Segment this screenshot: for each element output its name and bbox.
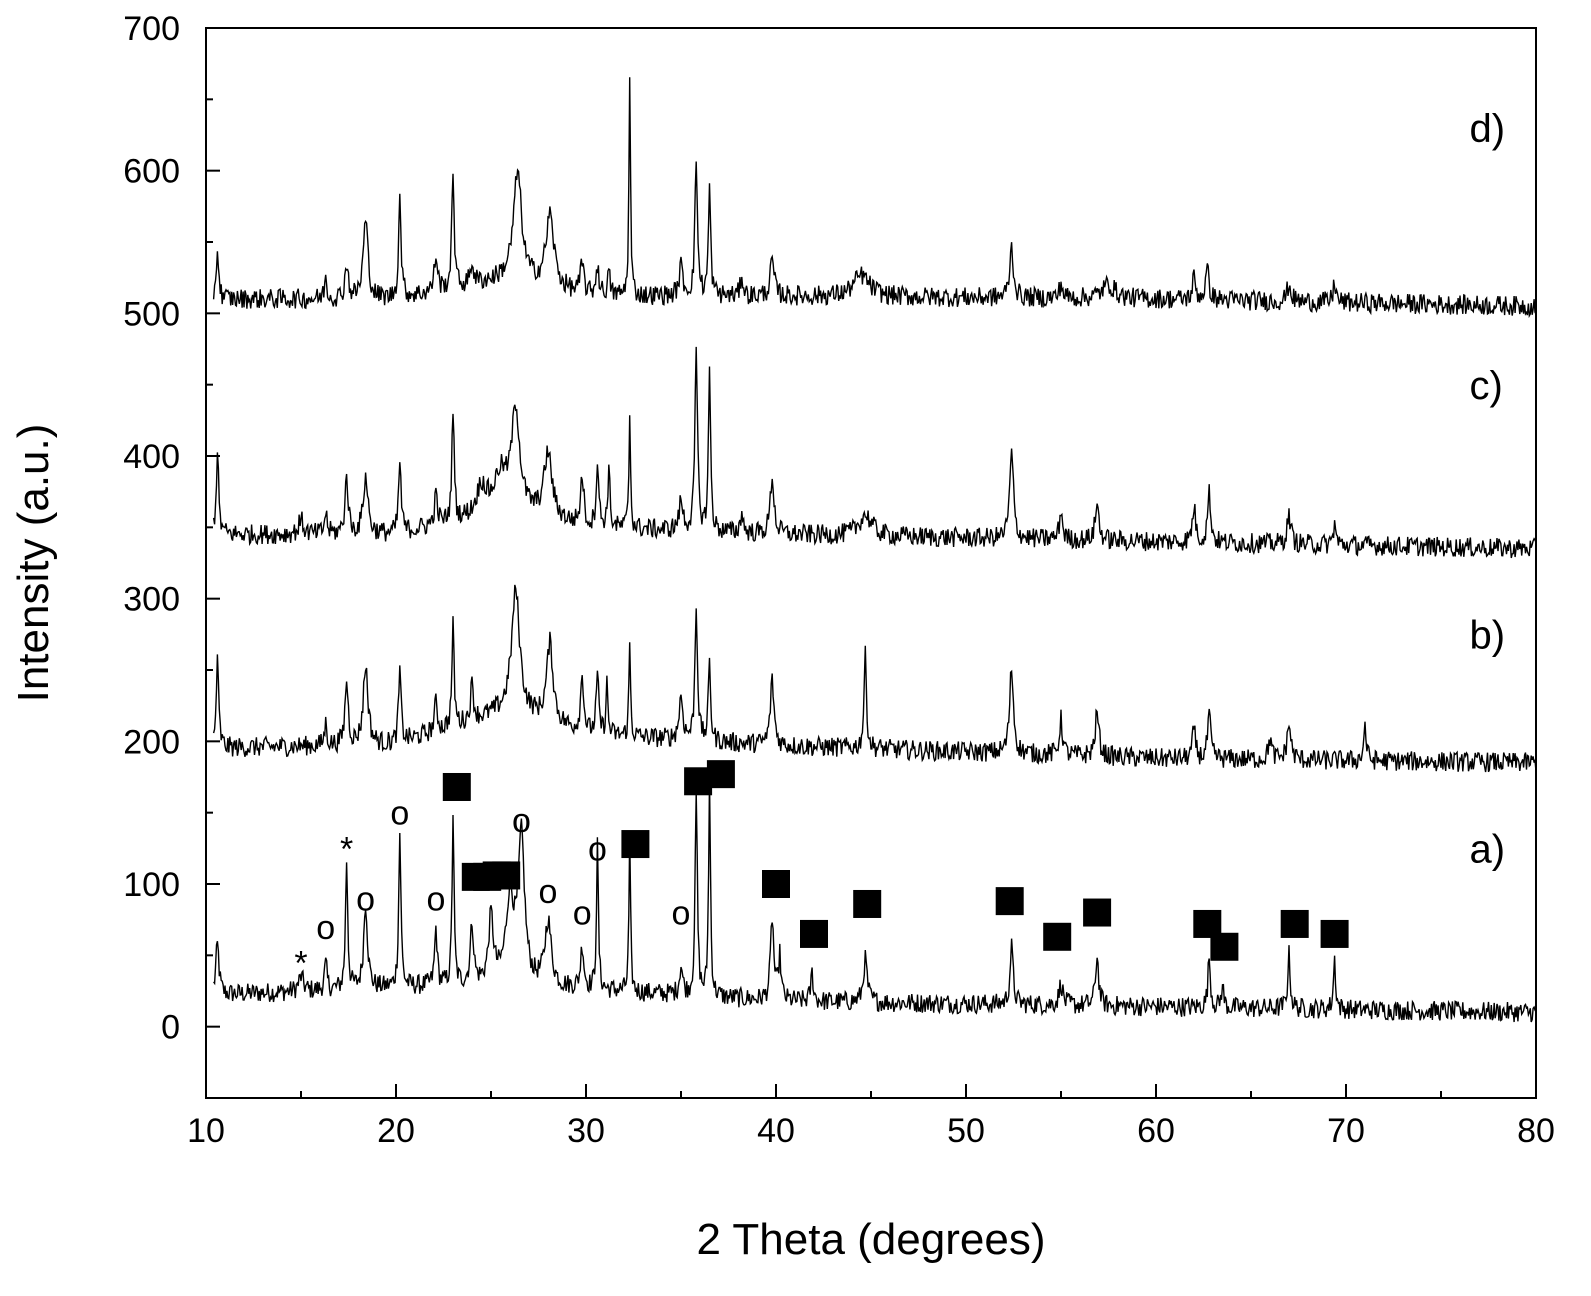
phase-square-marker [853, 889, 882, 918]
x-tick-label: 20 [377, 1112, 415, 1150]
phase-square-marker [706, 760, 735, 789]
phase-circle-marker: o [539, 873, 558, 911]
y-axis: 0 100 200 300 400 500 600 700 [123, 10, 220, 1099]
phase-square-marker [1280, 909, 1309, 938]
phase-circle-marker: o [426, 880, 445, 918]
y-tick-label: 600 [123, 153, 180, 191]
x-tick-label: 40 [757, 1112, 795, 1150]
y-tick-label: 0 [161, 1009, 180, 1047]
series-labels: d) c) b) a) [1470, 107, 1506, 871]
x-tick-label: 80 [1517, 1112, 1555, 1150]
phase-square-marker [1210, 932, 1239, 961]
y-tick-label: 100 [123, 866, 180, 904]
x-tick-label: 30 [567, 1112, 605, 1150]
trace-b [212, 584, 1537, 773]
x-axis: 10 20 30 40 50 60 70 80 [187, 1084, 1555, 1150]
phase-square-marker [1320, 919, 1349, 948]
x-tick-label: 60 [1137, 1112, 1175, 1150]
series-label: a) [1470, 828, 1506, 872]
y-tick-label: 400 [123, 438, 180, 476]
phase-square-marker [800, 919, 828, 948]
trace-a [213, 777, 1537, 1023]
y-tick-label: 700 [123, 10, 180, 48]
phase-square-marker [1043, 922, 1072, 951]
y-tick-label: 500 [123, 295, 180, 333]
phase-square-marker [1083, 898, 1112, 927]
phase-circle-marker: o [512, 802, 531, 840]
phase-square-marker [995, 887, 1024, 916]
phase-circle-marker: o [390, 795, 409, 833]
phase-circle-marker: o [316, 909, 335, 947]
y-axis-title: Intensity (a.u.) [9, 424, 58, 703]
trace-d [212, 77, 1537, 319]
series-label: c) [1470, 364, 1503, 408]
x-axis-title: 2 Theta (degrees) [697, 1215, 1046, 1264]
phase-circle-marker: o [356, 880, 375, 918]
series-label: d) [1470, 107, 1506, 151]
y-tick-label: 200 [123, 723, 180, 761]
series-label: b) [1470, 614, 1506, 658]
phase-asterisk-marker: * [294, 944, 307, 982]
x-tick-label: 10 [187, 1112, 225, 1150]
phase-square-marker [442, 772, 471, 801]
x-tick-label: 50 [947, 1112, 985, 1150]
traces [212, 77, 1537, 1023]
x-tick-label: 70 [1327, 1112, 1365, 1150]
y-tick-label: 300 [123, 581, 180, 619]
trace-c [212, 346, 1537, 559]
phase-asterisk-marker: * [340, 830, 353, 868]
phase-circle-marker: o [588, 830, 607, 868]
phase-circle-marker: o [672, 895, 691, 933]
phase-square-marker [762, 870, 790, 898]
phase-square-marker [492, 861, 521, 890]
phase-square-marker [621, 830, 650, 859]
phase-circle-marker: o [573, 895, 592, 933]
